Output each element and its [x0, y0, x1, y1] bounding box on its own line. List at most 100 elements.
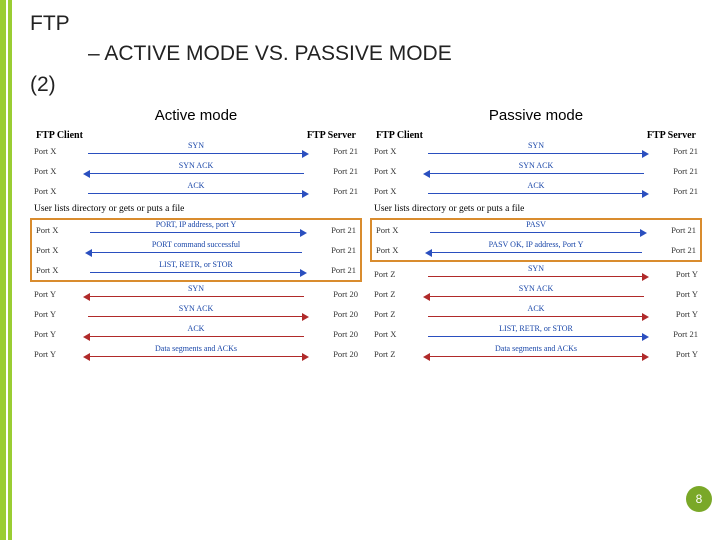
columns: Active modeFTP ClientFTP ServerPort XSYN…: [30, 107, 702, 364]
port-right: Port 21: [312, 166, 358, 176]
port-left: Port Y: [34, 349, 80, 359]
arrow-label: ACK: [84, 324, 308, 333]
arrow-head-right-icon: [642, 333, 649, 341]
message-row: Port ZData segments and ACKsPort Y: [370, 344, 702, 364]
port-right: Port 21: [310, 245, 356, 255]
server-label: FTP Server: [647, 130, 696, 141]
title-num: (2): [30, 71, 702, 99]
arrow: LIST, RETR, or STOR: [86, 263, 306, 277]
arrow-head-right-icon: [642, 313, 649, 321]
sequence-diagram: FTP ClientFTP ServerPort XSYNPort 21Port…: [30, 130, 362, 364]
arrow-head-left-icon: [83, 170, 90, 178]
message-row: Port XSYNPort 21: [30, 141, 362, 161]
arrow-head-left-icon: [83, 333, 90, 341]
arrow-head-left-icon: [423, 170, 430, 178]
arrow-line: [90, 252, 302, 253]
port-right: Port 20: [312, 289, 358, 299]
message-row: Port XSYN ACKPort 21: [370, 161, 702, 181]
port-right: Port 20: [312, 329, 358, 339]
arrow-line: [430, 252, 642, 253]
message-row: Port XLIST, RETR, or STORPort 21: [32, 260, 360, 280]
port-right: Port 21: [652, 146, 698, 156]
row-group: Port ZData segments and ACKsPort Y: [370, 344, 702, 364]
diagram-header: FTP Client FTP Server: [370, 130, 702, 141]
arrow-label: PORT command successful: [86, 240, 306, 249]
port-right: Port 20: [312, 349, 358, 359]
arrow-line: [88, 336, 304, 337]
port-right: Port 21: [310, 225, 356, 235]
arrow: SYN ACK: [424, 287, 648, 301]
port-right: Port 21: [312, 186, 358, 196]
arrow-head-left-icon: [83, 353, 90, 361]
port-right: Port 21: [650, 225, 696, 235]
message-row: Port Y ACK Port 20: [30, 324, 362, 344]
row-group: Port X LIST, RETR, or STOR Port 21: [370, 324, 702, 344]
port-left: Port X: [34, 186, 80, 196]
port-left: Port X: [374, 329, 420, 339]
diagram-note: User lists directory or gets or puts a f…: [370, 201, 702, 216]
arrow-line: [428, 316, 644, 317]
arrow: PORT command successful: [86, 243, 306, 257]
sequence-diagram: FTP ClientFTP ServerPort XSYNPort 21Port…: [370, 130, 702, 364]
port-left: Port Z: [374, 349, 420, 359]
arrow-head-right-icon: [300, 229, 307, 237]
title-top: FTP: [30, 10, 702, 38]
arrow: ACK: [424, 184, 648, 198]
arrow-head-right-icon: [302, 313, 309, 321]
arrow-line: [88, 173, 304, 174]
port-right: Port 21: [652, 329, 698, 339]
arrow-line: [430, 232, 642, 233]
arrow-label: PASV: [426, 220, 646, 229]
port-left: Port X: [36, 265, 82, 275]
port-left: Port Z: [374, 289, 420, 299]
port-left: Port Y: [34, 309, 80, 319]
arrow-head-right-icon: [640, 229, 647, 237]
client-label: FTP Client: [376, 130, 423, 141]
arrow-label: Data segments and ACKs: [84, 344, 308, 353]
arrow-line: [88, 316, 304, 317]
page-number: 8: [696, 492, 703, 506]
port-left: Port Z: [374, 309, 420, 319]
diagram-note: User lists directory or gets or puts a f…: [30, 201, 362, 216]
arrow-head-left-icon: [83, 293, 90, 301]
port-left: Port X: [376, 225, 422, 235]
message-row: Port XSYNPort 21: [370, 141, 702, 161]
arrow-head-right-icon: [642, 190, 649, 198]
row-group: Port XSYNPort 21Port XSYN ACKPort 21Port…: [30, 141, 362, 201]
arrow: SYN ACK: [84, 164, 308, 178]
port-right: Port 21: [652, 186, 698, 196]
message-row: Port YSYNPort 20: [30, 284, 362, 304]
server-label: FTP Server: [307, 130, 356, 141]
arrow-line: [88, 153, 304, 154]
arrow: Data segments and ACKs: [84, 347, 308, 361]
arrow: PORT, IP address, port Y: [86, 223, 306, 237]
arrow-label: ACK: [424, 181, 648, 190]
message-row: Port YSYN ACKPort 20: [30, 304, 362, 324]
arrow-label: PORT, IP address, port Y: [86, 220, 306, 229]
message-row: Port X PASV Port 21: [372, 220, 700, 240]
arrow-label: SYN ACK: [84, 161, 308, 170]
message-row: Port XPASV OK, IP address, Port YPort 21: [372, 240, 700, 260]
arrow-label: ACK: [84, 181, 308, 190]
message-row: Port X LIST, RETR, or STOR Port 21: [370, 324, 702, 344]
arrow-label: LIST, RETR, or STOR: [424, 324, 648, 333]
port-left: Port Y: [34, 329, 80, 339]
arrow-label: LIST, RETR, or STOR: [86, 260, 306, 269]
arrow: SYN: [84, 287, 308, 301]
port-left: Port X: [374, 186, 420, 196]
mode-column: Active modeFTP ClientFTP ServerPort XSYN…: [30, 107, 362, 364]
arrow-line: [428, 153, 644, 154]
arrow-line: [428, 276, 644, 277]
message-row: Port XPORT command successfulPort 21: [32, 240, 360, 260]
port-left: Port X: [34, 146, 80, 156]
port-right: Port Y: [652, 269, 698, 279]
arrow-head-right-icon: [302, 353, 309, 361]
arrow: PASV: [426, 223, 646, 237]
arrow-head-left-icon: [423, 293, 430, 301]
arrow: SYN: [424, 267, 648, 281]
arrow-head-left-icon: [85, 249, 92, 257]
arrow-line: [88, 296, 304, 297]
arrow-line: [88, 356, 304, 357]
arrow-head-right-icon: [302, 190, 309, 198]
port-right: Port Y: [652, 309, 698, 319]
